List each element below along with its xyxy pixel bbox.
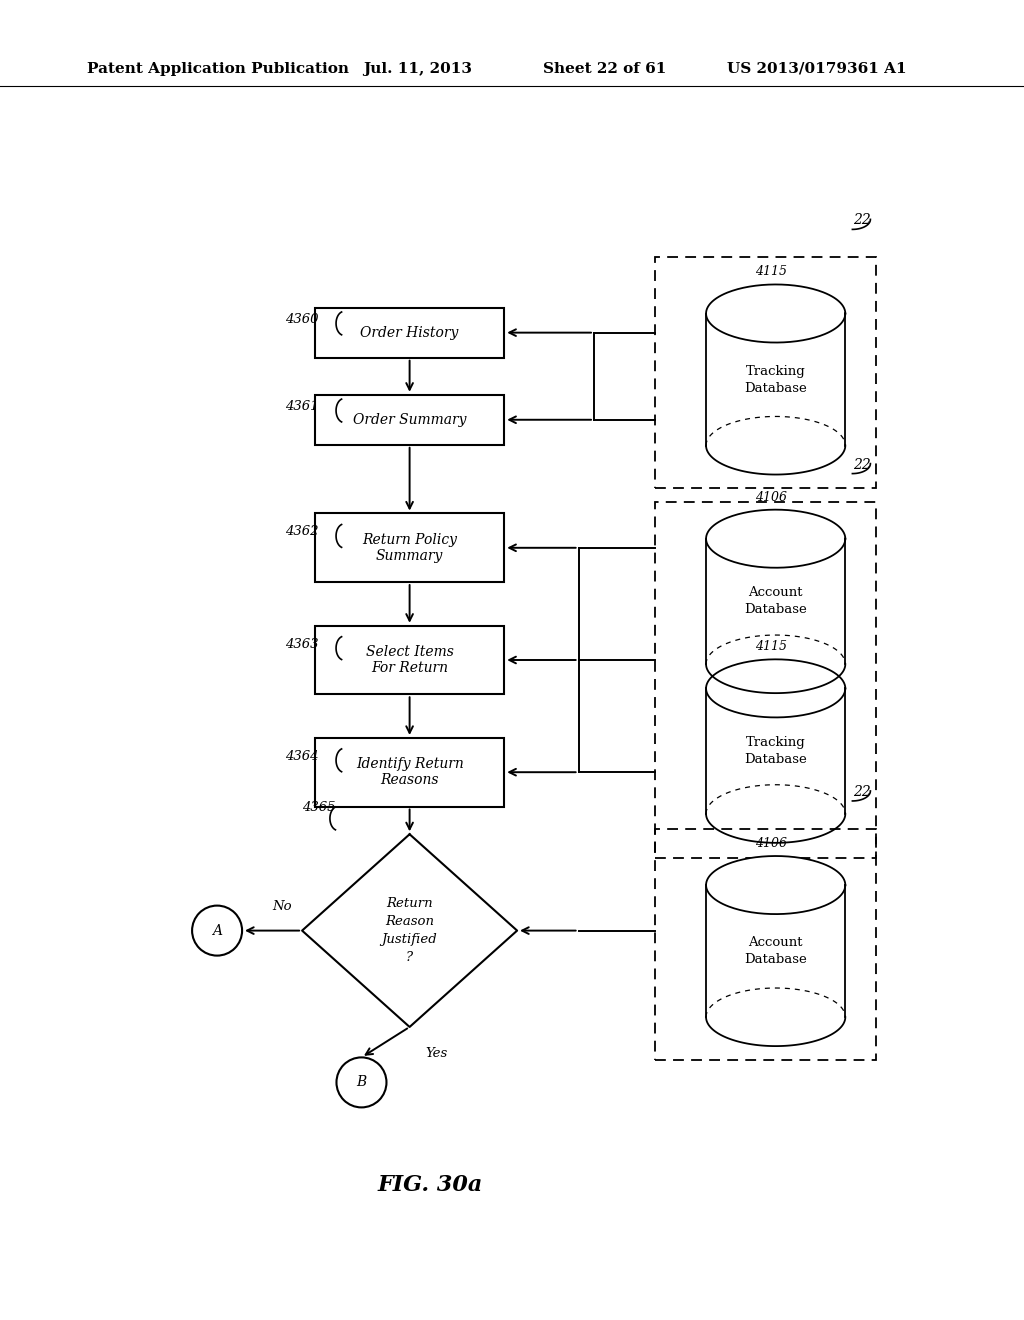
Text: 4362: 4362	[285, 525, 318, 539]
Text: FIG. 30a: FIG. 30a	[378, 1175, 482, 1196]
Text: 22: 22	[853, 458, 870, 471]
Polygon shape	[707, 285, 846, 342]
Bar	[315, 308, 504, 358]
Text: Order History: Order History	[360, 326, 459, 339]
Text: Return
Reason
Justified
?: Return Reason Justified ?	[382, 898, 437, 964]
Bar	[707, 314, 846, 446]
Text: Account
Database: Account Database	[744, 936, 807, 966]
Bar	[707, 886, 846, 1018]
Bar	[707, 688, 846, 813]
Text: B: B	[356, 1076, 367, 1089]
Text: 22: 22	[853, 785, 870, 799]
Text: Return Policy
Summary: Return Policy Summary	[362, 533, 457, 562]
Bar	[315, 626, 504, 694]
Text: 4365: 4365	[302, 801, 336, 814]
Text: 4361: 4361	[285, 400, 318, 413]
Polygon shape	[707, 660, 846, 717]
Bar	[315, 738, 504, 807]
Text: US 2013/0179361 A1: US 2013/0179361 A1	[727, 62, 906, 75]
Text: Yes: Yes	[425, 1047, 447, 1060]
Bar	[655, 502, 876, 858]
Text: 4106: 4106	[755, 491, 786, 504]
Text: 4360: 4360	[285, 313, 318, 326]
Text: Tracking
Database: Tracking Database	[744, 737, 807, 766]
Circle shape	[193, 906, 242, 956]
Polygon shape	[707, 510, 846, 568]
Text: Jul. 11, 2013: Jul. 11, 2013	[364, 62, 472, 75]
Bar	[315, 395, 504, 445]
Polygon shape	[707, 857, 846, 913]
Text: No: No	[272, 900, 292, 913]
Text: Sheet 22 of 61: Sheet 22 of 61	[543, 62, 666, 75]
Text: Order Summary: Order Summary	[353, 413, 466, 426]
Bar	[655, 829, 876, 1060]
Text: 4115: 4115	[755, 640, 786, 653]
Text: Identify Return
Reasons: Identify Return Reasons	[355, 758, 464, 787]
Text: 22: 22	[853, 214, 870, 227]
Bar	[315, 513, 504, 582]
Bar	[707, 539, 846, 664]
Text: A: A	[212, 924, 222, 937]
Text: 4363: 4363	[285, 638, 318, 651]
Circle shape	[337, 1057, 386, 1107]
Text: Select Items
For Return: Select Items For Return	[366, 645, 454, 675]
Polygon shape	[302, 834, 517, 1027]
Text: Tracking
Database: Tracking Database	[744, 364, 807, 395]
Text: Patent Application Publication: Patent Application Publication	[87, 62, 349, 75]
Text: 4115: 4115	[755, 265, 786, 279]
Bar	[655, 257, 876, 488]
Text: 4364: 4364	[285, 750, 318, 763]
Text: 4106: 4106	[755, 837, 786, 850]
Text: Account
Database: Account Database	[744, 586, 807, 616]
